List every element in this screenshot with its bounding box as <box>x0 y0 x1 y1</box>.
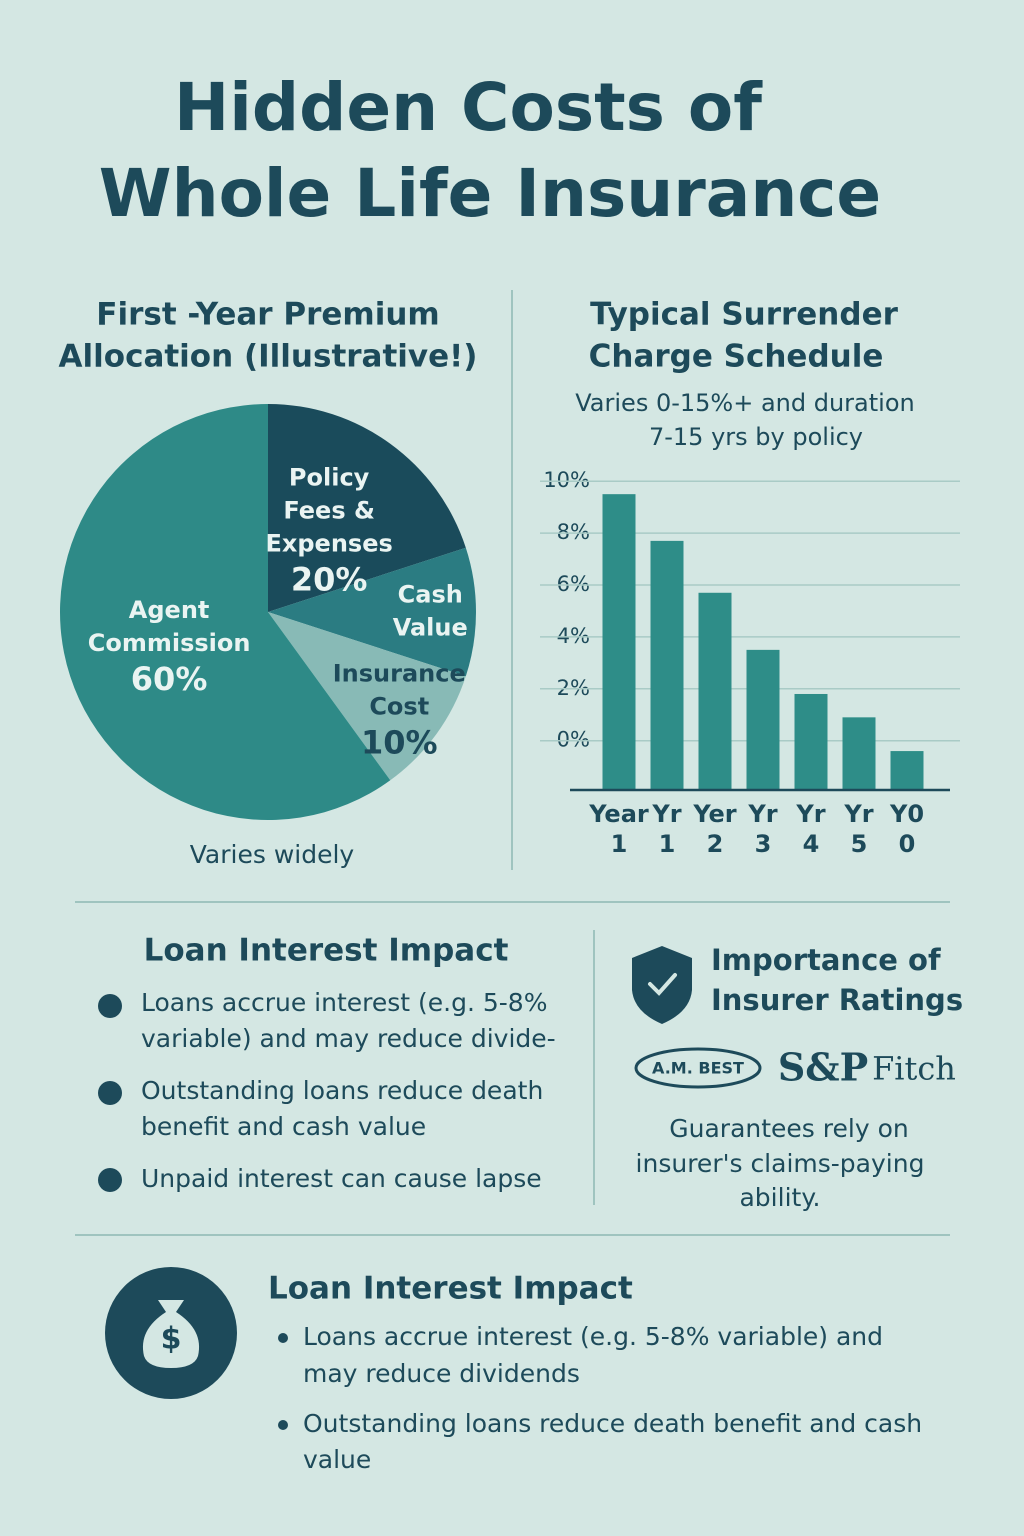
bullet-text: Outstanding loans reduce death <box>141 1076 543 1105</box>
bullet <box>278 1333 288 1343</box>
x-tick-label: Yr 5 <box>843 800 873 858</box>
body-text: Guarantees rely on <box>669 1114 908 1143</box>
section-title: Importance of <box>711 943 941 977</box>
icon-symbol: $ <box>161 1322 182 1357</box>
bottom-section: $ Loan Interest Impact Loans accrue inte… <box>105 1267 922 1474</box>
x-tick-label: Y0 0 <box>889 800 924 858</box>
slice-label: Cost <box>369 692 429 720</box>
chart-title: Charge Schedule <box>589 339 884 375</box>
body-text: ability. <box>739 1183 820 1212</box>
bar <box>650 540 684 790</box>
bar <box>890 751 924 790</box>
bar <box>746 649 780 790</box>
bullet <box>278 1420 288 1430</box>
y-tick-label: 10% <box>543 468 590 492</box>
section-title: Insurer Ratings <box>711 983 963 1017</box>
pie-chart: First -Year Premium Allocation (Illustra… <box>59 297 478 870</box>
x-tick-label: Year 1 <box>588 800 649 858</box>
slice-label: Agent <box>129 596 210 624</box>
bullet <box>98 1168 122 1192</box>
logo: S&P <box>778 1045 868 1090</box>
y-tick-label: 8% <box>557 520 590 544</box>
bar <box>602 494 636 790</box>
shield-icon <box>632 946 692 1024</box>
section-title: Loan Interest Impact <box>268 1271 633 1307</box>
slice-label: Policy <box>289 463 370 491</box>
pie-slice <box>268 547 476 677</box>
ratings-section: Importance of Insurer Ratings A.M. BEST … <box>632 943 963 1212</box>
value-label: 20% <box>291 560 368 598</box>
bar <box>794 693 828 790</box>
bullet-text: Unpaid interest can cause lapse <box>141 1164 542 1193</box>
y-tick-label: 0% <box>557 728 590 752</box>
title: Whole Life Insurance <box>99 155 881 232</box>
chart-note: Varies widely <box>190 840 355 869</box>
slice-label: Commission <box>88 629 251 657</box>
y-tick-label: 6% <box>557 572 590 596</box>
bullet <box>98 994 122 1018</box>
slice-label: Fees & <box>283 496 375 524</box>
bar <box>842 717 876 790</box>
x-tick-label: Yer 2 <box>692 800 736 858</box>
chart-title: First -Year Premium <box>96 297 439 333</box>
chart-title: Typical Surrender <box>590 297 898 333</box>
chart-title: Allocation (Illustrative!) <box>59 339 478 375</box>
pie-slice <box>268 404 466 612</box>
logo-border <box>634 1047 762 1089</box>
x-tick-label: Yr 4 <box>795 800 825 858</box>
slice-label: Insurance <box>333 659 466 687</box>
value-label: 10% <box>361 723 438 761</box>
bullet-text: variable) and may reduce divide- <box>141 1024 556 1053</box>
bullet-text: may reduce dividends <box>303 1359 580 1388</box>
section-title: Loan Interest Impact <box>144 933 509 969</box>
bullet-text: value <box>303 1445 371 1474</box>
chart-subtitle: Varies 0-15%+ and duration <box>575 389 914 417</box>
loan-section: Loan Interest Impact Loans accrue intere… <box>98 933 556 1193</box>
logo: Fitch <box>872 1050 956 1088</box>
check-icon <box>648 973 677 996</box>
slice-label: Value <box>393 614 468 642</box>
body-text: insurer's claims-paying <box>636 1149 925 1178</box>
y-tick-label: 2% <box>557 676 590 700</box>
bar <box>698 592 732 790</box>
chart-subtitle: 7-15 yrs by policy <box>649 423 863 451</box>
title: Hidden Costs of <box>174 69 763 146</box>
bullet-text: benefit and cash value <box>141 1112 426 1141</box>
slice-label: Expenses <box>265 529 392 557</box>
x-tick-label: Yr 3 <box>747 800 777 858</box>
y-tick-label: 4% <box>557 624 590 648</box>
bullet <box>98 1081 122 1105</box>
pie-slice <box>60 404 391 821</box>
money-bag-icon <box>142 1300 200 1368</box>
bullet-text: Loans accrue interest (e.g. 5-8% <box>141 988 547 1017</box>
logo: A.M. BEST <box>652 1059 744 1078</box>
pie-slice <box>268 612 466 781</box>
bullet-text: Outstanding loans reduce death benefit a… <box>303 1409 922 1438</box>
x-tick-label: Yr 1 <box>651 800 681 858</box>
value-label: 60% <box>131 660 208 698</box>
bar-chart: Typical Surrender Charge Schedule Varies… <box>540 297 960 858</box>
bullet-text: Loans accrue interest (e.g. 5-8% variabl… <box>303 1322 883 1351</box>
slice-label: Cash <box>398 581 463 609</box>
